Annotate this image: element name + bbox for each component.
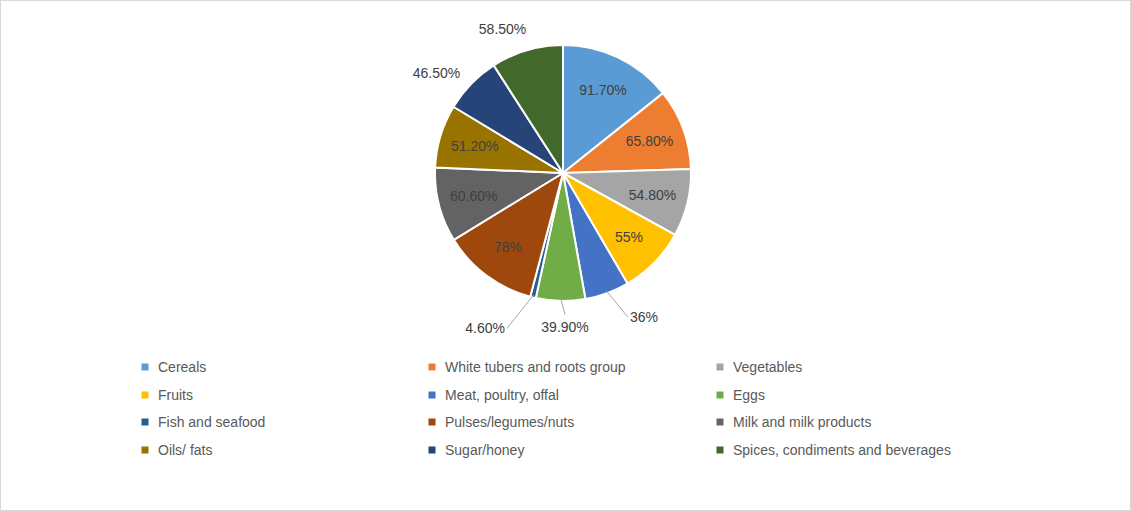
leader-line — [507, 295, 534, 328]
legend-swatch — [142, 392, 149, 399]
legend-label: Meat, poultry, offal — [445, 387, 559, 403]
data-label: 46.50% — [413, 65, 460, 81]
data-label: 58.50% — [479, 21, 526, 37]
data-label: 39.90% — [541, 319, 588, 335]
legend-label: Eggs — [733, 387, 765, 403]
legend-label: Milk and milk products — [733, 414, 872, 430]
pie-slice — [435, 167, 563, 239]
legend-label: White tubers and roots group — [445, 359, 626, 375]
data-label: 60.60% — [450, 188, 497, 204]
legend-swatch — [429, 419, 436, 426]
chart-svg: 91.70% 65.80% 54.80% 55% 36% 39.90% 4.60% 78% 60… — [0, 0, 1131, 511]
legend-swatch — [142, 447, 149, 454]
legend-label: Vegetables — [733, 359, 802, 375]
legend-swatch — [142, 419, 149, 426]
data-label: 54.80% — [629, 187, 676, 203]
legend: Cereals White tubers and roots group Veget… — [142, 359, 951, 458]
legend-label: Fish and seafood — [158, 414, 265, 430]
legend-label: Pulses/legumes/nuts — [445, 414, 574, 430]
data-label: 51.20% — [451, 138, 498, 154]
legend-swatch — [142, 364, 149, 371]
pie-slice — [494, 45, 563, 173]
legend-swatch — [429, 364, 436, 371]
legend-label: Oils/ fats — [158, 442, 212, 458]
legend-label: Spices, condiments and beverages — [733, 442, 951, 458]
legend-swatch — [429, 447, 436, 454]
legend-label: Fruits — [158, 387, 193, 403]
legend-swatch — [717, 364, 724, 371]
legend-swatch — [429, 392, 436, 399]
legend-label: Cereals — [158, 359, 206, 375]
legend-label: Sugar/honey — [445, 442, 524, 458]
data-labels: 91.70% 65.80% 54.80% 55% 36% 39.90% 4.60% 78% 60… — [413, 21, 677, 336]
data-label: 55% — [615, 229, 643, 245]
data-label: 65.80% — [626, 133, 673, 149]
chart-frame — [1, 1, 1131, 511]
data-label: 91.70% — [579, 82, 626, 98]
legend-swatch — [717, 392, 724, 399]
leader-line — [606, 291, 628, 317]
data-label: 4.60% — [465, 320, 505, 336]
data-label: 36% — [630, 309, 658, 325]
legend-swatch — [717, 419, 724, 426]
leader-line — [561, 298, 565, 314]
slices — [435, 45, 691, 301]
chart-container: 91.70% 65.80% 54.80% 55% 36% 39.90% 4.60% 78% 60… — [0, 0, 1131, 511]
legend-swatch — [717, 447, 724, 454]
data-label: 78% — [494, 239, 522, 255]
pie-slice — [563, 93, 691, 173]
